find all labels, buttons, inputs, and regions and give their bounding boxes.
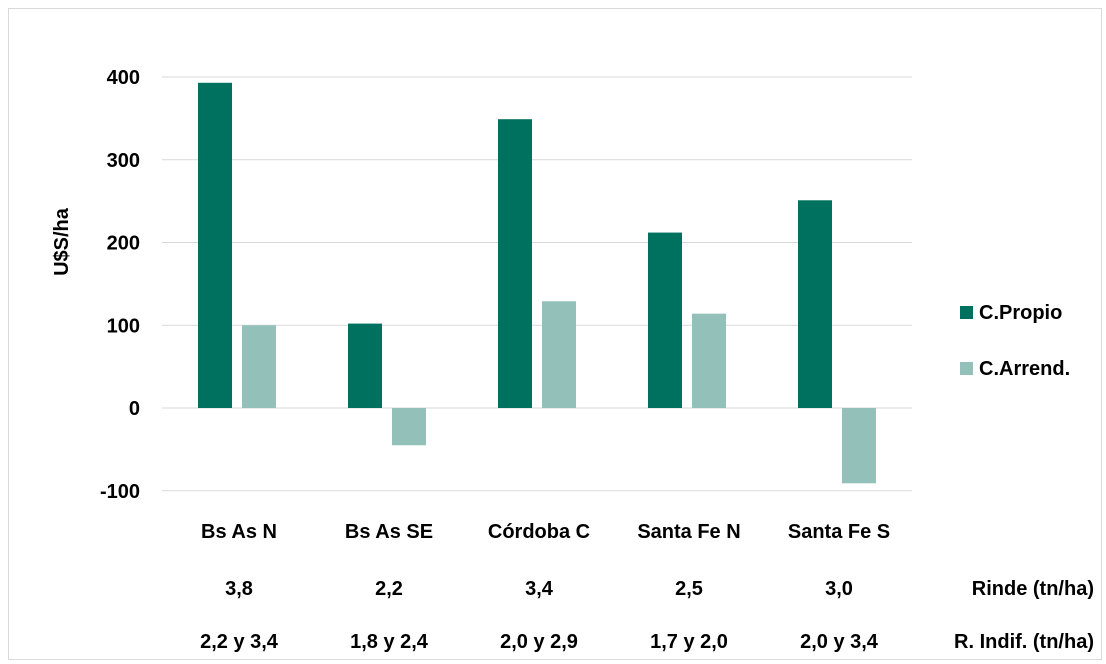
legend-label: C.Arrend.: [979, 358, 1070, 380]
row-value: 2,0 y 3,4: [800, 631, 879, 653]
row-value: 2,5: [675, 578, 703, 600]
bar-c-propio: [198, 82, 232, 408]
legend: C.Propio C.Arrend.: [960, 302, 1070, 380]
bar-c-propio: [498, 119, 532, 408]
row-value: 3,4: [525, 578, 554, 600]
legend-swatch: [960, 362, 973, 375]
y-axis-ticks: 400 300 200 100 0 -100: [100, 67, 140, 503]
row-label: Rinde (tn/ha): [972, 578, 1094, 600]
extra-rows: 3,8 2,2 3,4 2,5 3,0 Rinde (tn/ha) 2,2 y 3,4 1,8…: [200, 578, 1094, 653]
bar-c-arrend: [242, 325, 276, 408]
row-value: 1,7 y 2,0: [650, 631, 728, 653]
bar-c-arrend: [692, 313, 726, 408]
legend-label: C.Propio: [979, 302, 1062, 324]
category-label: Santa Fe N: [637, 521, 740, 543]
y-tick-label: 400: [107, 67, 140, 89]
legend-swatch: [960, 306, 973, 319]
bars: [198, 82, 876, 484]
row-value: 2,2 y 3,4: [200, 631, 279, 653]
row-value: 2,0 y 2,9: [500, 631, 578, 653]
row-value: 1,8 y 2,4: [350, 631, 429, 653]
row-value: 3,8: [225, 578, 253, 600]
category-label: Santa Fe S: [788, 521, 890, 543]
y-tick-label: 0: [129, 398, 140, 420]
x-axis-categories: Bs As N Bs As SE Córdoba C Santa Fe N Santa …: [201, 521, 890, 543]
category-label: Córdoba C: [488, 521, 590, 543]
y-tick-label: 300: [107, 150, 140, 172]
y-tick-label: 200: [107, 233, 140, 255]
y-axis-label: U$S/ha: [51, 207, 73, 276]
bar-c-arrend: [842, 408, 876, 484]
bar-c-propio: [648, 232, 682, 408]
y-tick-label: 100: [107, 315, 140, 337]
row-value: 2,2: [375, 578, 403, 600]
bar-c-arrend: [542, 301, 576, 408]
row-value: 3,0: [825, 578, 853, 600]
bar-c-propio: [798, 200, 832, 408]
gridlines: [162, 76, 912, 492]
category-label: Bs As SE: [345, 521, 433, 543]
row-label: R. Indif. (tn/ha): [954, 631, 1094, 653]
y-tick-label: -100: [100, 481, 140, 503]
bar-c-propio: [348, 323, 382, 408]
bar-c-arrend: [392, 408, 426, 446]
category-label: Bs As N: [201, 521, 277, 543]
